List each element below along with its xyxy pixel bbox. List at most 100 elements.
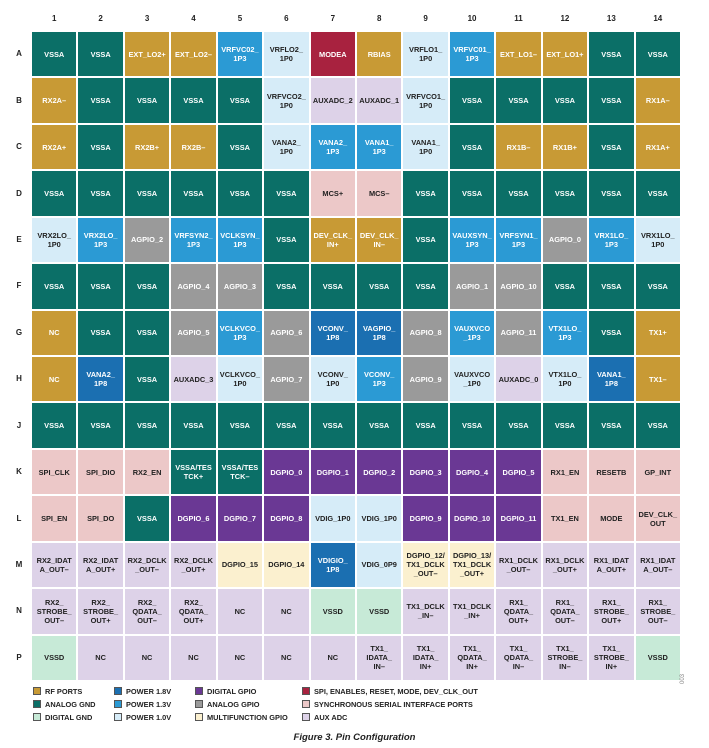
row-header: G — [15, 327, 23, 337]
pin-cell: RX1_ STROBE_ OUT– — [634, 588, 681, 635]
pin-cell: VSSA/TES TCK– — [216, 448, 264, 496]
pin-cell: VANA1_ 1P8 — [588, 356, 635, 403]
column-header: 6 — [284, 14, 289, 23]
pin-cell: VSSA — [77, 123, 124, 171]
column-header: 1 — [51, 14, 57, 23]
column-header: 3 — [144, 14, 150, 23]
pin-cell: NC — [31, 356, 78, 403]
row-header: N — [16, 606, 22, 616]
legend-swatch — [33, 687, 41, 695]
pin-cell: VSSA — [77, 309, 124, 356]
pin-cell: RX1_DCLK _OUT+ — [541, 541, 589, 589]
pin-cell: RX1_ STROBE_ OUT+ — [588, 588, 635, 635]
pin-cell: DGPIO_11 — [495, 495, 542, 542]
row-header: A — [16, 49, 22, 59]
row-header: C — [16, 142, 22, 152]
pin-cell: VCONV_ 1P8 — [309, 309, 356, 356]
pin-cell: AUXADC_2 — [309, 77, 356, 124]
pin-cell: VSSA — [31, 170, 78, 217]
pin-cell: DGPIO_7 — [216, 495, 264, 542]
pin-cell: VSSA — [448, 77, 496, 124]
pin-cell: NC — [31, 309, 78, 356]
pin-cell: NC — [216, 588, 264, 635]
pin-cell: VSSA — [77, 402, 124, 449]
legend-swatch — [195, 687, 203, 695]
pin-cell: VSSA — [77, 77, 124, 124]
row-header: D — [16, 188, 22, 198]
pin-cell: RX1A– — [634, 77, 681, 124]
pin-cell: RX2A+ — [31, 123, 78, 171]
pin-cell: VRFVC02_ 1P3 — [216, 31, 264, 78]
row-header: F — [16, 281, 22, 291]
pin-cell: DGPIO_8 — [263, 495, 310, 542]
column-header: 11 — [514, 14, 523, 23]
row-header: J — [16, 420, 22, 430]
pin-cell: VSSA — [541, 170, 589, 217]
pin-cell: VSSA — [77, 31, 124, 78]
pin-cell: NC — [123, 634, 171, 681]
pin-cell: RX2_ QDATA_ OUT– — [123, 588, 171, 635]
pin-cell: VAUXVCO _1P3 — [448, 309, 496, 356]
legend-label: DIGITAL GND — [45, 712, 93, 722]
row-header: K — [16, 467, 22, 477]
pin-cell: VCONV_ 1P0 — [309, 356, 356, 403]
legend-label: SYNCHRONOUS SERIAL INTERFACE PORTS — [314, 699, 473, 709]
pin-cell: VANA2_ 1P8 — [77, 356, 124, 403]
legend-label: MULTIFUNCTION GPIO — [207, 712, 288, 722]
pin-cell: SPI_EN — [31, 495, 78, 542]
pin-cell: VAGPIO_ 1P8 — [356, 309, 403, 356]
pin-cell: TX1_ STROBE_ IN+ — [588, 634, 635, 681]
pin-cell: VCONV_ 1P3 — [356, 356, 403, 403]
pin-cell: RX2_DCLK _OUT– — [123, 541, 171, 589]
pin-cell: AUXADC_1 — [356, 77, 403, 124]
pin-cell: AGPIO_5 — [170, 309, 217, 356]
pin-cell: AGPIO_2 — [123, 216, 171, 264]
pin-cell: VDIG_1P0 — [309, 495, 356, 542]
column-header: 9 — [423, 14, 428, 23]
pin-cell: RX1B– — [495, 123, 542, 171]
pin-cell: NC — [263, 588, 310, 635]
pin-cell: VSSA — [448, 123, 496, 171]
row-header: B — [16, 95, 22, 105]
pin-cell: RX2_IDAT A_OUT+ — [77, 541, 124, 589]
pin-cell: TX1– — [634, 356, 681, 403]
legend-label: DIGITAL GPIO — [207, 686, 257, 696]
pin-cell: TX1_ QDATA_ IN– — [495, 634, 542, 681]
pin-cell: MODE — [588, 495, 635, 542]
pin-cell: VSSA — [588, 170, 635, 217]
pin-cell: VDIG_1P0 — [356, 495, 403, 542]
pin-cell: VSSA — [634, 402, 681, 449]
pin-cell: VRFSYN1_ 1P3 — [495, 216, 542, 264]
pin-cell: VAUXVCO _1P0 — [448, 356, 496, 403]
pin-cell: AGPIO_1 — [448, 263, 496, 310]
pin-cell: RX1_IDAT A_OUT– — [634, 541, 681, 589]
row-header: H — [16, 374, 22, 384]
figure-caption: Figure 3. Pin Configuration — [293, 732, 416, 743]
pin-cell: RX2_IDAT A_OUT– — [31, 541, 78, 589]
pin-cell: VSSA — [309, 402, 356, 449]
legend-swatch — [302, 700, 310, 708]
pin-cell: RESETB — [588, 448, 635, 496]
pin-cell: VRFVC01_ 1P3 — [448, 31, 496, 78]
pin-cell: VRX1LO_ 1P3 — [588, 216, 635, 264]
pin-cell: EXT_LO1– — [495, 31, 542, 78]
pin-cell: VSSA — [216, 402, 264, 449]
pin-cell: VRFVCO1_ 1P0 — [402, 77, 449, 124]
pin-cell: SPI_DO — [77, 495, 124, 542]
pin-cell: VSSA — [123, 495, 171, 542]
pin-cell: DGPIO_2 — [356, 448, 403, 496]
pin-cell: VSSA — [31, 31, 78, 78]
pin-cell: RX2_ QDATA_ OUT+ — [170, 588, 217, 635]
legend-label: SPI, ENABLES, RESET, MODE, DEV_CLK_OUT — [314, 686, 478, 696]
pin-cell: DGPIO_10 — [448, 495, 496, 542]
column-header: 13 — [606, 14, 616, 23]
pin-cell: DGPIO_14 — [263, 541, 310, 589]
pin-cell: VRX2LO_ 1P0 — [31, 216, 78, 264]
pin-cell: VRFLO1_ 1P0 — [402, 31, 449, 78]
pin-cell: AGPIO_6 — [263, 309, 310, 356]
pin-cell: VRX2LO_ 1P3 — [77, 216, 124, 264]
pin-cell: VSSA — [634, 170, 681, 217]
pin-cell: RX1_ QDATA_ OUT+ — [495, 588, 542, 635]
pin-cell: VSSA — [170, 402, 217, 449]
pin-cell: VSSA — [402, 402, 449, 449]
